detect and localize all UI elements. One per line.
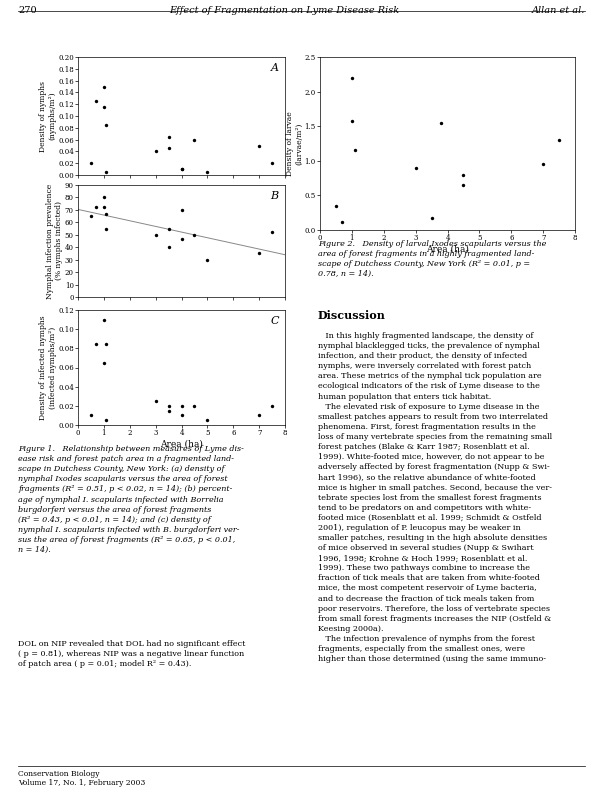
Text: Effect of Fragmentation on Lyme Disease Risk: Effect of Fragmentation on Lyme Disease … bbox=[169, 6, 399, 14]
Point bbox=[164, 142, 174, 155]
Point bbox=[99, 201, 109, 214]
Point bbox=[99, 356, 109, 369]
Point bbox=[151, 228, 160, 241]
Point bbox=[99, 80, 109, 93]
Y-axis label: Density of nymphs
(nymphs/m²): Density of nymphs (nymphs/m²) bbox=[39, 80, 57, 152]
Point bbox=[347, 114, 357, 127]
Text: C: C bbox=[270, 316, 279, 326]
Point bbox=[331, 200, 341, 212]
Point bbox=[91, 95, 101, 107]
Y-axis label: Density of infected nymphs
(infected nymphs/m²): Density of infected nymphs (infected nym… bbox=[39, 315, 57, 420]
Point bbox=[164, 405, 174, 417]
Point bbox=[267, 157, 277, 169]
Point bbox=[267, 399, 277, 412]
Y-axis label: Nymphal infection prevalence
(% nymphs infected): Nymphal infection prevalence (% nymphs i… bbox=[46, 184, 63, 299]
Point bbox=[177, 163, 186, 176]
Point bbox=[102, 414, 112, 427]
Text: Conservation Biology: Conservation Biology bbox=[18, 770, 99, 778]
Point bbox=[267, 226, 277, 238]
Point bbox=[151, 145, 160, 157]
Point bbox=[538, 158, 548, 171]
Point bbox=[164, 130, 174, 143]
Point bbox=[99, 101, 109, 114]
Point bbox=[86, 409, 96, 422]
Point bbox=[427, 211, 437, 224]
Point bbox=[177, 204, 186, 216]
Point bbox=[350, 144, 360, 157]
Point bbox=[102, 337, 112, 350]
Point bbox=[554, 134, 564, 146]
Point bbox=[189, 228, 199, 241]
Text: Volume 17, No. 1, February 2003: Volume 17, No. 1, February 2003 bbox=[18, 779, 145, 787]
Point bbox=[177, 409, 186, 422]
X-axis label: Area (ha): Area (ha) bbox=[426, 245, 469, 254]
Point bbox=[86, 157, 96, 169]
Point bbox=[254, 247, 264, 260]
Point bbox=[102, 207, 112, 220]
Point bbox=[437, 116, 446, 129]
Text: Discussion: Discussion bbox=[318, 310, 386, 321]
Point bbox=[189, 399, 199, 412]
Text: B: B bbox=[271, 191, 279, 200]
Point bbox=[102, 165, 112, 178]
Point bbox=[164, 222, 174, 235]
Point bbox=[177, 232, 186, 245]
Text: A: A bbox=[271, 63, 279, 73]
Point bbox=[177, 163, 186, 176]
Point bbox=[189, 134, 199, 146]
Point bbox=[164, 241, 174, 254]
Text: 270: 270 bbox=[18, 6, 37, 14]
Point bbox=[102, 222, 112, 235]
Point bbox=[459, 179, 469, 192]
Y-axis label: Density of larvae
(larvae/m²): Density of larvae (larvae/m²) bbox=[286, 111, 303, 176]
Text: Allan et al.: Allan et al. bbox=[531, 6, 585, 14]
Point bbox=[99, 191, 109, 204]
Point bbox=[102, 118, 112, 131]
Text: Figure 2.   Density of larval Ixodes scapularis versus the
area of forest fragme: Figure 2. Density of larval Ixodes scapu… bbox=[318, 240, 546, 278]
Point bbox=[151, 394, 160, 407]
Point bbox=[203, 165, 212, 178]
Point bbox=[203, 414, 212, 427]
Point bbox=[164, 399, 174, 412]
Point bbox=[254, 409, 264, 422]
Text: Figure 1.   Relationship between measures of Lyme dis-
ease risk and forest patc: Figure 1. Relationship between measures … bbox=[18, 445, 244, 554]
Point bbox=[254, 139, 264, 152]
Text: DOL on NIP revealed that DOL had no significant effect
( p = 0.81), whereas NIP : DOL on NIP revealed that DOL had no sign… bbox=[18, 640, 245, 669]
Point bbox=[86, 210, 96, 223]
X-axis label: Area (ha): Area (ha) bbox=[160, 440, 203, 449]
Point bbox=[411, 161, 420, 174]
Text: In this highly fragmented landscape, the density of
nymphal blacklegged ticks, t: In this highly fragmented landscape, the… bbox=[318, 332, 552, 663]
Point bbox=[347, 72, 357, 84]
Point bbox=[338, 215, 347, 228]
Point bbox=[203, 254, 212, 266]
Point bbox=[177, 399, 186, 412]
Point bbox=[91, 337, 101, 350]
Point bbox=[99, 313, 109, 326]
Point bbox=[459, 169, 469, 181]
Point bbox=[91, 201, 101, 214]
